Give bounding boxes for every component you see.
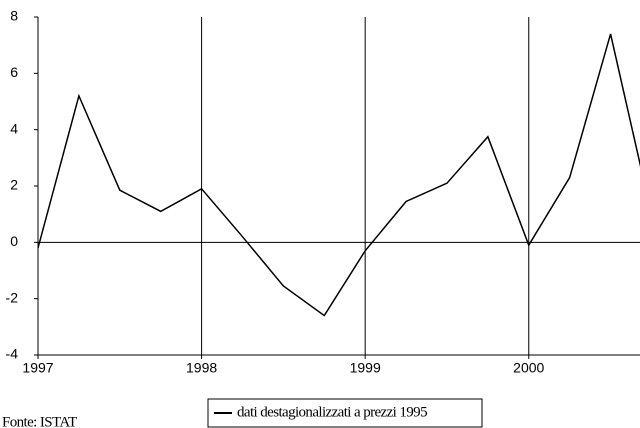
y-tick-label: 8 (10, 8, 18, 24)
legend-label: dati destagionalizzati a prezzi 1995 (237, 404, 427, 420)
y-tick-label: 0 (10, 233, 18, 249)
x-tick-label: 2000 (513, 360, 544, 376)
y-tick-label: -2 (6, 289, 19, 305)
y-tick-label: 4 (10, 120, 18, 136)
legend-box (207, 398, 483, 428)
x-tick-label: 1999 (350, 360, 381, 376)
y-tick-label: 6 (10, 64, 18, 80)
y-tick-label: 2 (10, 177, 18, 193)
legend: dati destagionalizzati a prezzi 1995 (207, 398, 483, 428)
x-tick-label: 1997 (22, 360, 53, 376)
source-note: Fonte: ISTAT (2, 414, 77, 428)
data-line (38, 33, 640, 317)
y-tick-label: -4 (6, 346, 19, 362)
x-tick-label: 1998 (186, 360, 217, 376)
